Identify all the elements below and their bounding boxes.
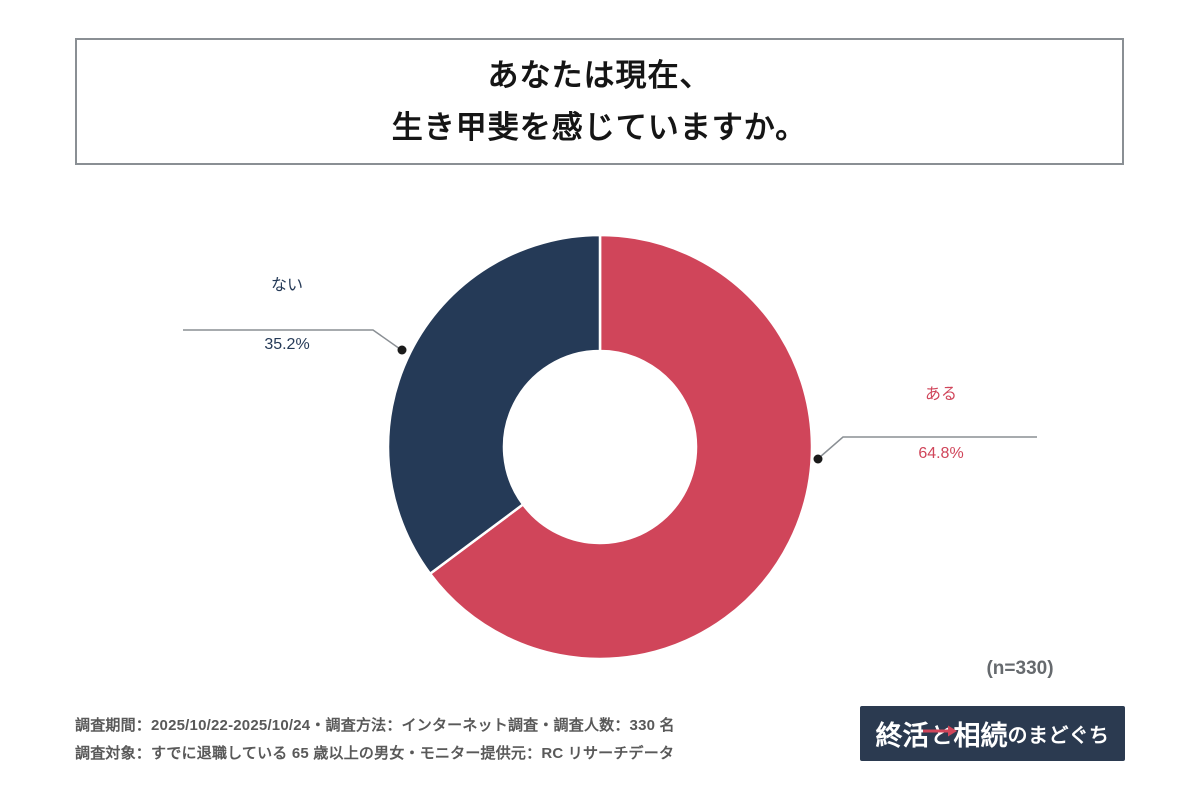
survey-notes: 調査期間：2025/10/22-2025/10/24・調査方法：インターネット調… — [75, 712, 675, 768]
survey-note-line1: 調査期間：2025/10/22-2025/10/24・調査方法：インターネット調… — [75, 717, 675, 734]
donut-segment-aru — [428, 233, 814, 661]
page-title-line1: あなたは現在、 — [487, 57, 712, 93]
nai-segment-label: ない — [270, 277, 303, 294]
logo-part1: 終活 — [875, 721, 930, 751]
logo-connector: と — [922, 718, 957, 750]
logo-suffix: のまどぐち — [1007, 725, 1110, 747]
nai-leader-line — [183, 329, 401, 350]
title-box: あなたは現在、 生き甲斐を感じていますか。 — [75, 38, 1124, 165]
page-title-line2: 生き甲斐を感じていますか。 — [391, 109, 808, 145]
logo-part2: 相続 — [953, 721, 1008, 751]
nai-leader-dot — [397, 345, 407, 355]
donut-segment-nai — [386, 233, 602, 576]
donut-segments — [386, 233, 814, 661]
brand-logo: 終活 と 相続 のまどぐち — [860, 706, 1125, 761]
aru-leader-dot — [813, 454, 823, 464]
sample-size-label: (n=330) — [986, 658, 1054, 679]
nai-segment-value: 35.2% — [264, 336, 310, 353]
aru-segment-label: ある — [924, 386, 957, 403]
logo-connector-char: と — [930, 722, 953, 748]
aru-segment-value: 64.8% — [918, 445, 964, 462]
survey-note-line2: 調査対象：すでに退職している 65 歳以上の男女・モニター提供元：RC リサーチ… — [75, 745, 675, 762]
aru-leader-line — [819, 436, 1037, 458]
